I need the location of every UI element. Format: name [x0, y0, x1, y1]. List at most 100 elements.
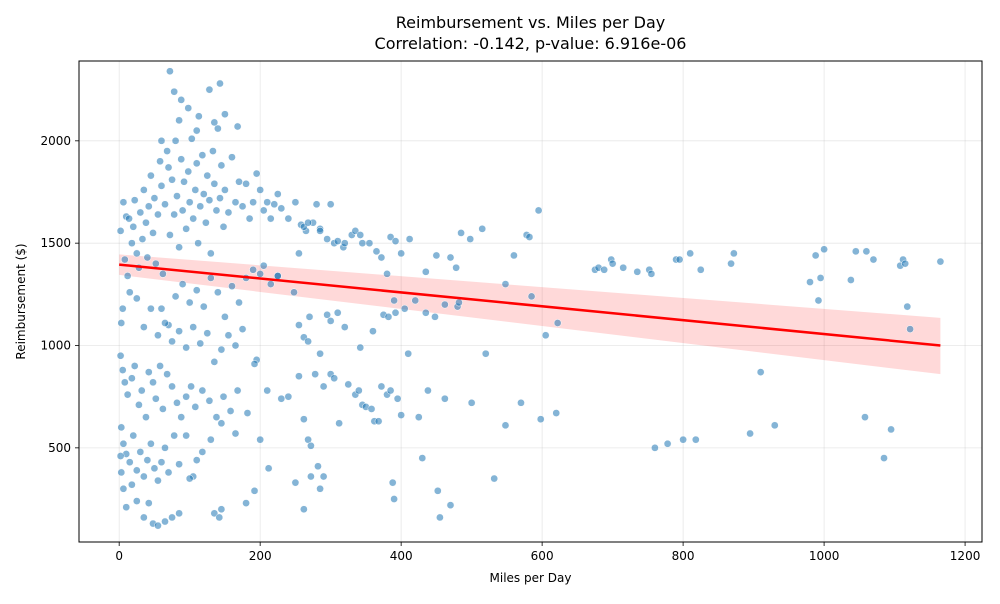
data-point [466, 235, 475, 243]
y-tick-label: 1500 [40, 236, 71, 250]
data-point [214, 124, 222, 133]
data-point [119, 198, 128, 207]
data-point [691, 435, 700, 444]
data-point [194, 112, 203, 121]
data-point [205, 396, 214, 405]
data-point [187, 382, 195, 391]
grid-lines [79, 61, 982, 542]
data-point [171, 292, 180, 301]
data-point [263, 198, 272, 207]
data-point [433, 486, 442, 495]
data-point [144, 499, 153, 507]
data-point [116, 452, 125, 460]
data-point [217, 161, 226, 170]
data-point [210, 358, 219, 366]
data-point [117, 423, 126, 432]
data-point [221, 313, 229, 321]
data-point [147, 171, 155, 180]
data-point [184, 167, 193, 176]
data-point [198, 151, 207, 160]
data-point [663, 439, 672, 448]
data-point [256, 435, 265, 444]
data-point [120, 378, 129, 387]
data-point [157, 458, 166, 467]
data-point [161, 200, 169, 209]
data-point [192, 126, 201, 135]
data-point [441, 394, 449, 403]
data-point [151, 259, 160, 268]
data-point [770, 421, 779, 430]
data-point [242, 179, 250, 188]
data-point [525, 233, 534, 241]
data-point [266, 280, 275, 288]
data-point [851, 247, 860, 256]
data-point [123, 272, 132, 280]
data-point [300, 505, 308, 514]
data-point [806, 278, 814, 286]
data-point [206, 249, 215, 258]
y-tick-label: 2000 [40, 134, 71, 148]
data-point [189, 323, 198, 331]
data-point [252, 169, 261, 178]
data-point [163, 147, 171, 155]
data-point [421, 267, 430, 276]
data-point [446, 501, 455, 510]
data-point [490, 474, 499, 483]
data-point [231, 429, 240, 438]
data-point [182, 431, 190, 440]
data-point [228, 153, 236, 162]
data-point [143, 456, 152, 464]
x-tick-label: 600 [531, 549, 554, 563]
data-point [217, 505, 226, 514]
data-point [431, 313, 439, 321]
data-point [307, 441, 315, 450]
data-point [175, 116, 183, 125]
data-point [205, 196, 214, 205]
data-point [314, 462, 322, 471]
data-point [130, 362, 139, 370]
data-point [203, 329, 212, 338]
data-point [163, 370, 171, 379]
data-point [156, 157, 164, 166]
data-point [869, 255, 878, 264]
x-tick-label: 200 [249, 549, 272, 563]
data-point [212, 413, 221, 421]
data-point [238, 325, 247, 333]
data-point [128, 239, 136, 248]
data-point [861, 413, 869, 421]
data-point [154, 210, 162, 219]
data-point [150, 194, 159, 202]
data-point [187, 134, 196, 143]
data-point [356, 343, 365, 352]
data-point [527, 292, 536, 301]
data-point [161, 517, 169, 526]
data-point [906, 325, 914, 333]
data-point [404, 349, 413, 358]
data-points-layer [116, 67, 945, 530]
data-point [170, 431, 179, 440]
data-point [249, 198, 257, 207]
data-point [122, 503, 131, 512]
data-point [168, 175, 176, 184]
data-point [175, 327, 183, 336]
data-point [130, 196, 139, 205]
data-point [168, 382, 176, 391]
data-point [295, 321, 303, 329]
data-point [178, 206, 187, 215]
data-point [125, 458, 134, 467]
data-point [132, 294, 141, 303]
data-point [820, 245, 828, 254]
data-point [277, 394, 286, 403]
data-point [117, 468, 126, 477]
data-point [116, 351, 125, 360]
data-point [291, 478, 300, 487]
x-tick-label: 1000 [809, 549, 840, 563]
data-point [149, 229, 157, 237]
data-point [291, 198, 300, 207]
data-point [323, 235, 331, 243]
data-point [226, 407, 235, 415]
data-point [344, 380, 353, 389]
data-point [390, 495, 398, 503]
data-point [137, 386, 146, 395]
data-point [151, 394, 160, 403]
